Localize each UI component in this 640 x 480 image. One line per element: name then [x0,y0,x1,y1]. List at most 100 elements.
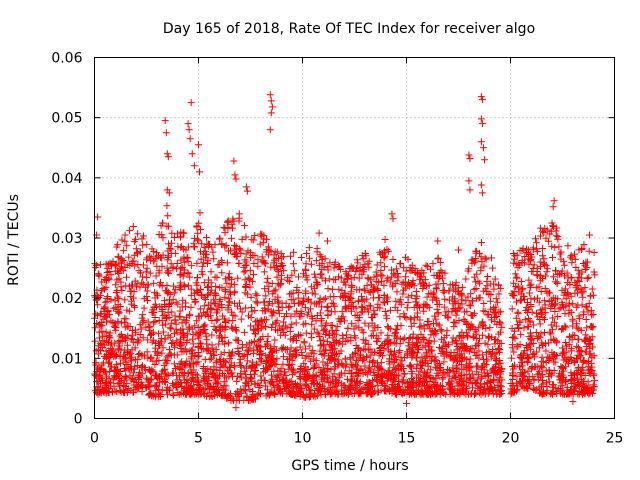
data-point [388,273,396,281]
data-point [572,264,580,272]
data-point [171,330,179,338]
data-point [391,303,399,311]
data-point [290,248,298,256]
data-point [458,283,466,291]
data-point [312,278,320,286]
data-point [115,342,123,350]
data-point [412,381,420,389]
data-point [281,331,289,339]
data-point [372,376,380,384]
data-point [208,370,216,378]
data-point [296,299,304,307]
data-point [489,264,497,272]
data-point [346,265,354,273]
data-point [165,303,173,311]
data-point [467,290,475,298]
data-point [112,267,120,275]
data-point [222,287,230,295]
data-point [220,224,228,232]
data-point [412,295,420,303]
data-point [330,370,338,378]
data-point [186,135,194,143]
data-point [407,281,415,289]
data-point [160,366,168,374]
data-point [244,290,252,298]
data-point [200,322,208,330]
data-point [246,339,254,347]
data-point [237,363,245,371]
data-point [115,275,123,283]
data-point [569,398,577,406]
data-point [155,269,163,277]
data-point [135,371,143,379]
data-point [162,129,170,137]
data-point [134,336,142,344]
data-point [238,308,246,316]
data-point [116,353,124,361]
data-point [184,258,192,266]
data-point [522,342,530,350]
data-point [280,353,288,361]
data-point [513,298,521,306]
data-point [495,360,503,368]
data-point [318,303,326,311]
data-point [549,203,557,211]
data-point [232,336,240,344]
data-point [476,389,484,397]
data-point [539,274,547,282]
data-point [169,296,177,304]
data-point [180,361,188,369]
data-point [420,307,428,315]
data-point [286,303,294,311]
data-point [154,330,162,338]
data-point [176,366,184,374]
data-point [551,307,559,315]
data-point [341,278,349,286]
data-point [228,234,236,242]
data-point [114,253,122,261]
data-point [441,295,449,303]
data-point [380,281,388,289]
data-point [509,388,517,396]
data-point [302,329,310,337]
data-point [492,303,500,311]
data-point [265,363,273,371]
data-point [423,321,431,329]
data-point [409,330,417,338]
data-point [558,364,566,372]
data-point [575,270,583,278]
data-point [566,253,574,261]
data-point [349,361,357,369]
data-point [112,360,120,368]
data-point [321,325,329,333]
data-point [269,309,277,317]
data-point [213,357,221,365]
data-point [477,239,485,247]
data-point [214,315,222,323]
data-point [142,374,150,382]
data-point [331,357,339,365]
data-point [358,252,366,260]
data-point [529,321,537,329]
data-point [455,246,462,254]
data-point [121,323,129,331]
data-point [381,386,389,394]
data-point [190,162,198,170]
data-point [291,333,299,341]
data-point [398,280,406,288]
data-point [262,292,270,300]
data-point [209,248,217,256]
data-point [540,329,548,336]
data-point [530,385,538,393]
data-point [269,290,277,298]
data-point [276,376,284,384]
data-point [406,315,414,323]
data-point [264,332,272,340]
data-point [173,265,181,273]
data-point [417,330,425,338]
data-point [213,305,221,313]
data-point [518,355,526,363]
data-point [515,324,523,332]
data-point [163,281,171,289]
data-point [156,278,164,286]
